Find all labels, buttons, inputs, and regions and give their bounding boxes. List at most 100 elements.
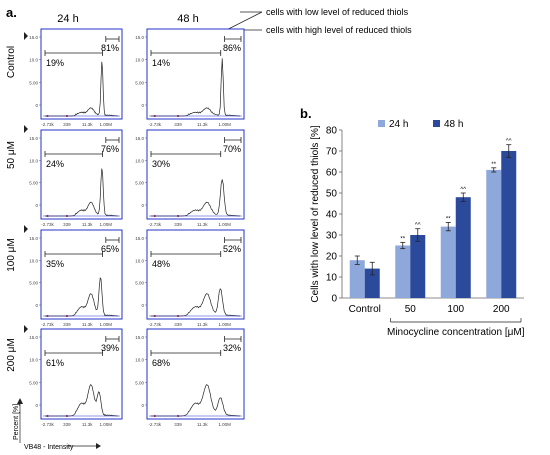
flow-x-tick-label: 339 <box>174 122 182 127</box>
flow-y-tick-label: 15.0 <box>135 335 144 340</box>
flow-y-tick-label: 5.00 <box>29 80 38 85</box>
flow-panel-1-left: 0 5.00 10.0 15.0 -2.73k 339 11.3k 1.00M 24% 76% <box>29 129 123 227</box>
flow-x-tick-label: 11.3k <box>197 222 208 227</box>
high-thiol-percent: 70% <box>223 144 241 154</box>
flow-x-tick-label: 1.00M <box>100 222 113 227</box>
flow-x-tick-label: 11.3k <box>197 322 208 327</box>
high-thiol-percent: 86% <box>223 43 241 53</box>
high-thiol-percent: 52% <box>223 244 241 254</box>
low-thiol-percent: 14% <box>152 58 170 68</box>
flow-panel-2-left: 0 5.00 10.0 15.0 -2.73k 339 11.3k 1.00M 35% 65% <box>29 229 123 327</box>
legend-label: 24 h <box>389 119 408 130</box>
bar-category-label: 200 <box>493 304 510 315</box>
bar-legend: 24 h 48 h <box>378 119 463 130</box>
flow-y-tick-label: 5.00 <box>29 380 38 385</box>
flow-x-tick-label: -2.73k <box>41 422 54 427</box>
legend-swatch <box>378 120 385 127</box>
flow-y-tick-label: 0 <box>141 303 144 308</box>
flow-x-tick-label: 1.00M <box>100 122 113 127</box>
row-marker-arrow <box>24 32 28 40</box>
bar-y-tick-label: 40 <box>326 210 338 221</box>
flow-x-tick-label: -2.73k <box>41 122 54 127</box>
flow-x-axis-label: VB48 - Intensity <box>24 444 74 451</box>
bar-y-tick-label: 80 <box>326 126 338 137</box>
flow-y-tick-label: 0 <box>35 103 38 108</box>
flow-x-tick-label: 1.00M <box>100 322 113 327</box>
flow-y-tick-label: 0 <box>141 203 144 208</box>
bar-48h-1 <box>410 235 426 298</box>
bar-chart: 0 10 20 30 40 50 60 70 80 24 h 48 h Control ** ^^ 50 **… <box>310 119 525 338</box>
high-thiol-percent: 65% <box>101 244 119 254</box>
flow-y-tick-label: 15.0 <box>135 136 144 141</box>
bar-category-label: Control <box>349 304 381 315</box>
bar-y-tick-label: 70 <box>326 147 338 158</box>
flow-x-tick-label: -2.73k <box>149 422 162 427</box>
flow-y-tick-label: 0 <box>35 303 38 308</box>
flow-x-tick-label: 339 <box>174 222 182 227</box>
high-thiol-percent: 32% <box>223 343 241 353</box>
flow-y-tick-label: 5.00 <box>135 380 144 385</box>
flow-x-tick-label: -2.73k <box>149 122 162 127</box>
flow-y-tick-label: 15.0 <box>135 236 144 241</box>
flow-x-tick-label: 339 <box>174 322 182 327</box>
bar-24h-2 <box>440 226 456 298</box>
bar-category-label: 100 <box>447 304 464 315</box>
flow-x-tick-label: -2.73k <box>41 222 54 227</box>
flow-x-tick-label: 1.00M <box>218 422 231 427</box>
flow-x-tick-label: 339 <box>63 322 71 327</box>
flow-panel-frame <box>40 229 123 320</box>
flow-y-tick-label: 15.0 <box>135 35 144 40</box>
flow-y-tick-label: 5.00 <box>135 281 144 286</box>
panel-a-label: a. <box>6 5 17 20</box>
row-label-group: Control <box>6 46 17 78</box>
flow-y-tick-label: 0 <box>35 203 38 208</box>
bar-y-axis-label: Cells with low level of reduced thiols [… <box>310 125 321 303</box>
flow-y-tick-label: 10.0 <box>135 258 144 263</box>
flow-y-axis-label: Percent [%] <box>13 404 20 440</box>
bar-x-axis-label: Minocycline concentration [μM] <box>387 327 525 338</box>
high-thiol-percent: 39% <box>101 343 119 353</box>
flow-panel-frame <box>40 129 123 220</box>
flow-x-tick-label: 1.00M <box>218 222 231 227</box>
low-thiol-percent: 35% <box>46 259 64 269</box>
significance-mark: ** <box>446 216 451 222</box>
legend-swatch <box>433 120 440 127</box>
bar-48h-3 <box>501 151 517 298</box>
significance-mark: ^^ <box>415 223 421 229</box>
row-label: 50 μM <box>6 141 17 169</box>
row-label: 200 μM <box>6 338 17 372</box>
flow-x-tick-label: 11.3k <box>197 422 208 427</box>
flow-y-tick-label: 15.0 <box>29 35 38 40</box>
low-thiol-percent: 48% <box>152 259 170 269</box>
bar-y-tick-label: 20 <box>326 252 338 263</box>
flow-y-tick-label: 0 <box>35 403 38 408</box>
flow-y-tick-label: 10.0 <box>29 58 38 63</box>
time-label-48h: 48 h <box>177 13 198 25</box>
bar-y-tick-label: 10 <box>326 273 338 284</box>
flow-panel-1-right: 0 5.00 10.0 15.0 -2.73k 339 11.3k 1.00M 30% 70% <box>135 129 245 227</box>
low-thiol-percent: 68% <box>152 358 170 368</box>
flow-x-tick-label: 1.00M <box>218 122 231 127</box>
flow-x-tick-label: 339 <box>63 122 71 127</box>
flow-histogram-grid: Control 50 μM 100 μM 200 μM 0 5.00 10.0 15.0 -2.… <box>6 28 245 427</box>
row-label: 100 μM <box>6 238 17 272</box>
flow-y-tick-label: 0 <box>141 103 144 108</box>
flow-y-tick-label: 5.00 <box>135 181 144 186</box>
significance-mark: ** <box>491 162 496 168</box>
flow-y-axis-arrowhead <box>17 398 23 404</box>
flow-x-tick-label: 11.3k <box>82 122 93 127</box>
row-marker-arrow <box>24 325 28 333</box>
flow-y-tick-label: 15.0 <box>29 335 38 340</box>
row-marker-arrow <box>24 125 28 133</box>
flow-panel-frame <box>146 28 245 120</box>
flow-x-tick-label: -2.73k <box>149 322 162 327</box>
flow-x-tick-label: 339 <box>63 222 71 227</box>
flow-panel-0-left: 0 5.00 10.0 15.0 -2.73k 339 11.3k 1.00M 19% 81% <box>29 28 123 127</box>
low-thiol-percent: 19% <box>46 58 64 68</box>
flow-x-tick-label: -2.73k <box>149 222 162 227</box>
flow-y-tick-label: 10.0 <box>135 58 144 63</box>
flow-panel-frame <box>146 129 245 220</box>
row-label-group: 100 μM <box>6 238 17 272</box>
flow-x-tick-label: -2.73k <box>41 322 54 327</box>
